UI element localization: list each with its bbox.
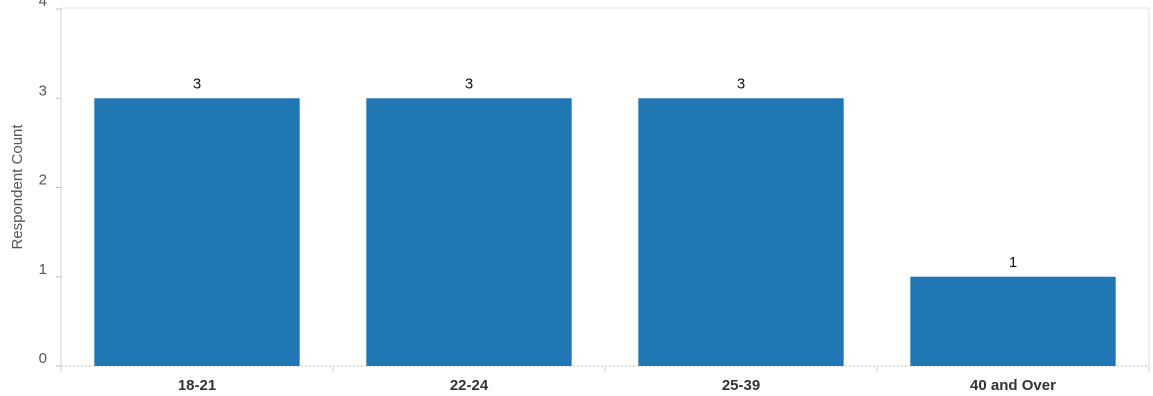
y-tick-label: 1 xyxy=(39,261,47,278)
y-tick-label: 2 xyxy=(39,172,47,189)
y-axis-ticks: 0 1 2 3 4 xyxy=(39,0,61,367)
y-axis-title: Respondent Count xyxy=(9,124,26,250)
bar-40-and-over[interactable] xyxy=(910,276,1116,366)
x-category-label: 25-39 xyxy=(722,377,760,394)
y-tick-label: 3 xyxy=(39,82,47,99)
data-label: 3 xyxy=(193,75,201,92)
x-category-label: 40 and Over xyxy=(970,377,1056,394)
data-label: 3 xyxy=(737,75,745,92)
category-labels: 18-21 22-24 25-39 40 and Over xyxy=(178,377,1056,394)
bars xyxy=(94,98,1116,366)
data-label: 3 xyxy=(465,75,473,92)
y-tick-label: 0 xyxy=(39,350,47,367)
x-category-label: 18-21 xyxy=(178,377,216,394)
y-tick-label: 4 xyxy=(39,0,47,10)
data-labels: 3 3 3 1 xyxy=(193,75,1017,271)
x-category-label: 22-24 xyxy=(450,377,489,394)
data-label: 1 xyxy=(1009,254,1017,271)
bar-25-39[interactable] xyxy=(638,98,844,366)
bar-22-24[interactable] xyxy=(366,98,572,366)
bar-18-21[interactable] xyxy=(94,98,300,366)
x-axis-ticks xyxy=(60,366,1150,372)
